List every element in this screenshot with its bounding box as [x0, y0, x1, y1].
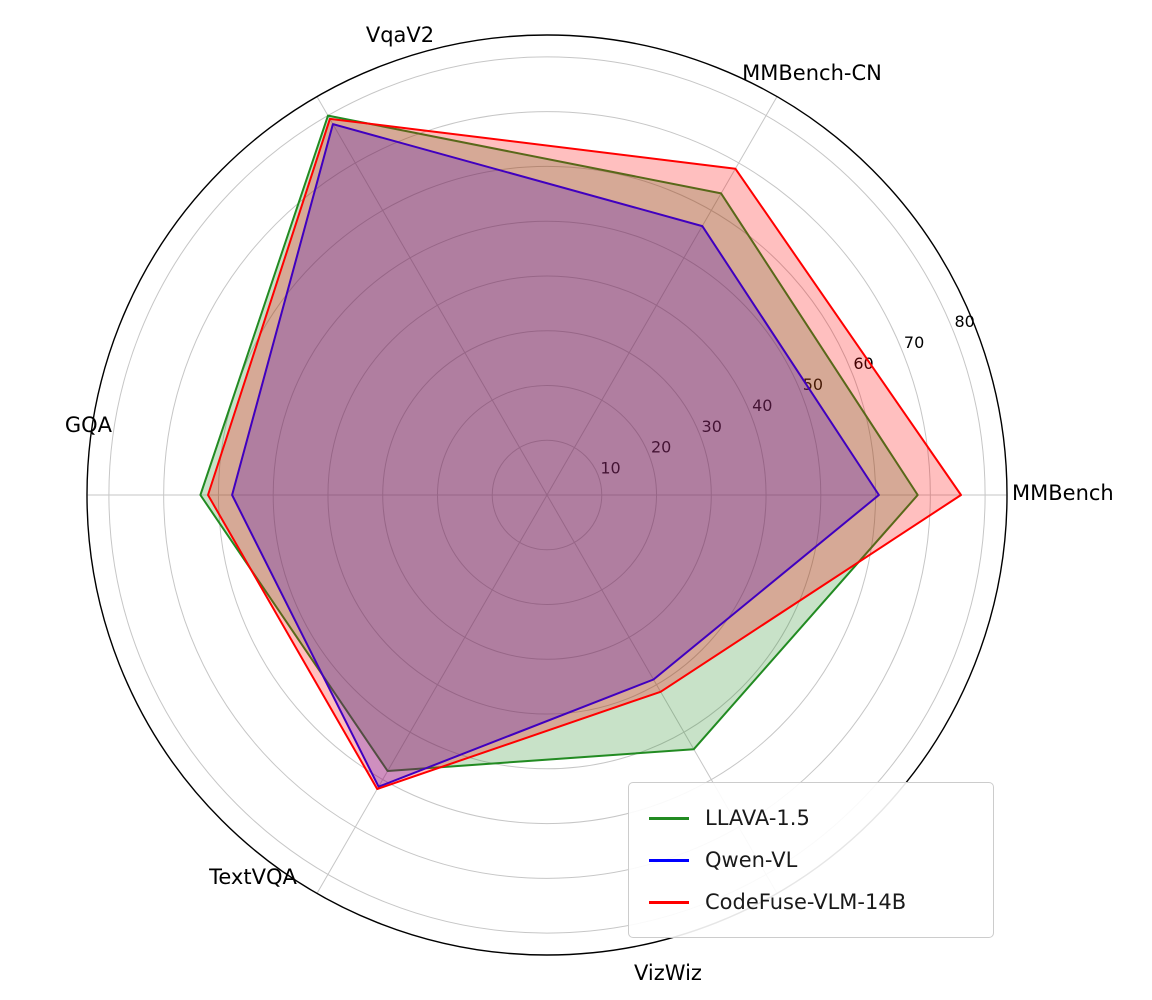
radar-spoke	[546, 96, 778, 496]
legend-item: CodeFuse-VLM-14B	[647, 881, 975, 923]
series-polygon-codefuse-vlm-14b	[207, 117, 962, 790]
radar-outer-ring	[86, 34, 1008, 956]
radial-tick-label: 40	[752, 396, 772, 415]
legend: LLAVA-1.5 Qwen-VL CodeFuse-VLM-14B	[628, 782, 994, 938]
legend-label: LLAVA-1.5	[705, 806, 810, 830]
radial-tick-label: 80	[955, 312, 975, 331]
legend-item: LLAVA-1.5	[647, 797, 975, 839]
axis-label-gqa: GQA	[65, 413, 113, 437]
radial-tick-label: 20	[651, 438, 671, 457]
legend-line-swatch	[649, 900, 689, 904]
radial-tick-label: 60	[853, 354, 873, 373]
series-polygon-qwen-vl	[231, 123, 880, 788]
axis-label-vqav2: VqaV2	[366, 23, 434, 47]
radar-spoke	[316, 96, 548, 496]
radial-tick-label: 10	[600, 459, 620, 478]
radial-tick-label: 70	[904, 333, 924, 352]
axis-label-vizwiz: VizWiz	[634, 961, 702, 985]
axis-label-textvqa: TextVQA	[208, 865, 297, 889]
radial-tick-label: 50	[803, 375, 823, 394]
legend-line-swatch	[649, 816, 689, 820]
axis-label-mmbench-cn: MMBench-CN	[742, 61, 882, 85]
radar-spoke	[316, 494, 548, 894]
legend-label: Qwen-VL	[705, 848, 798, 872]
legend-item: Qwen-VL	[647, 839, 975, 881]
legend-label: CodeFuse-VLM-14B	[705, 890, 907, 914]
axis-label-mmbench: MMBench	[1012, 481, 1114, 505]
radial-tick-label: 30	[702, 417, 722, 436]
legend-line-swatch	[649, 858, 689, 862]
